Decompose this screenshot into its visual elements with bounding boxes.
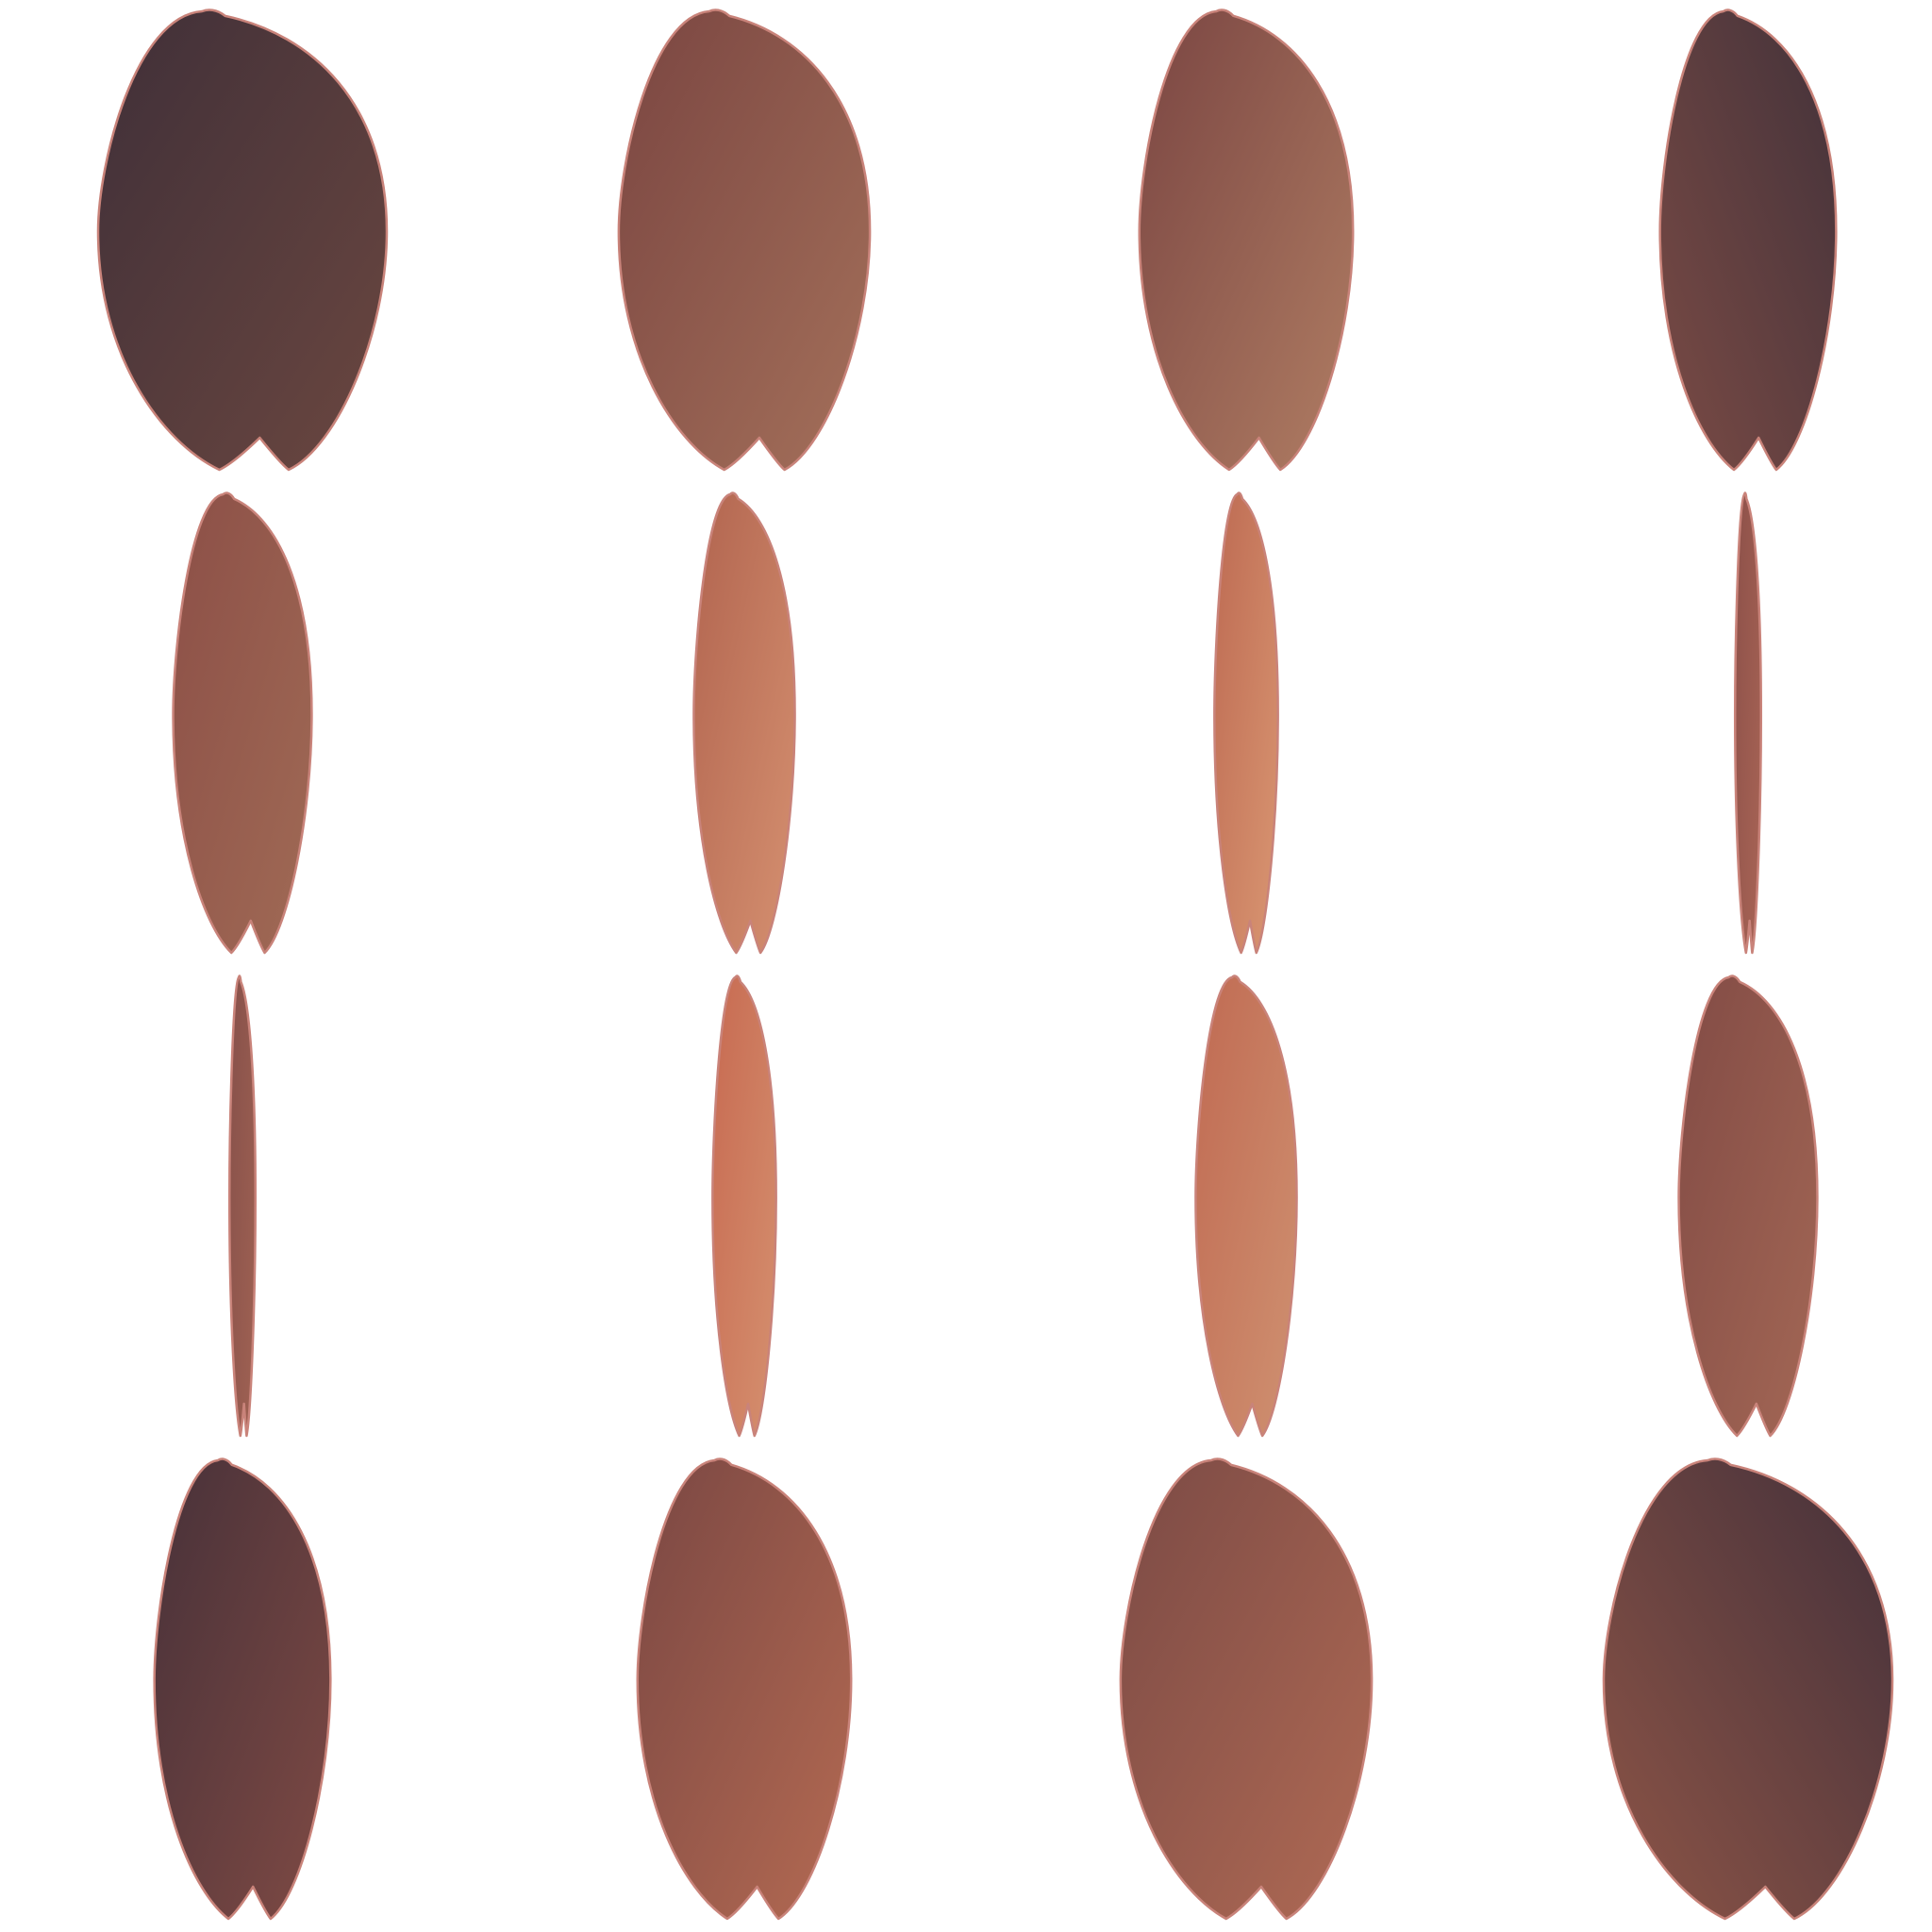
petal-r3-c1	[636, 1457, 853, 1921]
petal-r2-c1	[711, 974, 777, 1438]
petal-r1-c0	[172, 491, 313, 955]
petal-r0-c0	[96, 8, 389, 472]
petal-r0-c3	[1658, 8, 1838, 472]
petal-r2-c2	[1194, 974, 1298, 1438]
petal-layer	[96, 8, 1894, 1921]
petal-r1-c3	[1733, 491, 1763, 955]
petal-r1-c1	[692, 491, 796, 955]
petal-r2-c0	[227, 974, 258, 1438]
petal-r3-c0	[153, 1457, 332, 1921]
petal-r3-c3	[1602, 1457, 1894, 1921]
petal-r3-c2	[1119, 1457, 1374, 1921]
petal-r1-c2	[1213, 491, 1279, 955]
petal-r0-c2	[1138, 8, 1355, 472]
petal-r0-c1	[617, 8, 872, 472]
petal-r2-c3	[1677, 974, 1819, 1438]
